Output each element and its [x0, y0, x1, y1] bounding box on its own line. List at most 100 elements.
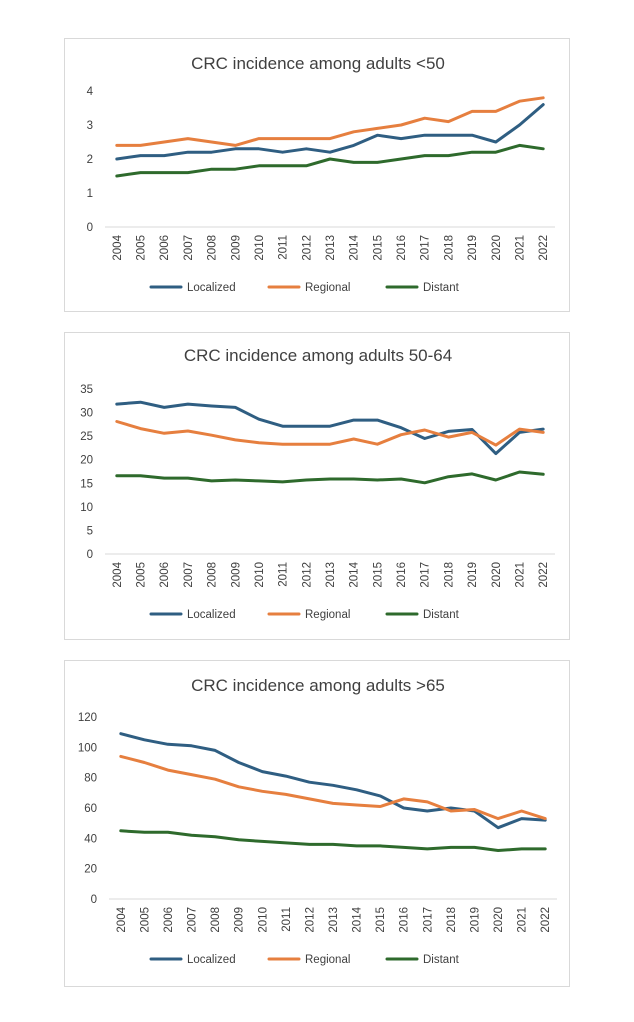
x-tick-label: 2008 [207, 562, 219, 588]
x-tick-label: 2016 [396, 562, 408, 588]
y-tick-label: 25 [80, 431, 93, 443]
y-tick-label: 80 [84, 773, 97, 785]
y-tick-label: 0 [87, 549, 93, 561]
x-tick-label: 2014 [349, 234, 361, 260]
x-tick-label: 2022 [540, 907, 552, 933]
x-tick-label: 2018 [443, 562, 455, 588]
x-tick-label: 2008 [207, 235, 219, 261]
series-line-regional [115, 420, 545, 447]
x-tick-label: 2015 [375, 907, 387, 933]
series-line-regional [119, 754, 547, 821]
x-tick-label: 2013 [325, 235, 337, 261]
legend-label-distant: Distant [423, 954, 460, 966]
x-tick-label: 2020 [491, 562, 503, 588]
chart-panel-under-50: CRC incidence among adults <50 0 1 2 3 4 2004 2… [64, 38, 570, 312]
chart-title: CRC incidence among adults <50 [191, 54, 445, 73]
chart-panel-50-64: CRC incidence among adults 50-64 0 5 10 15 20… [64, 332, 570, 640]
y-tick-label: 30 [80, 408, 93, 420]
chart-svg-over-65: CRC incidence among adults >65 0 20 40 60 80 1… [78, 676, 557, 966]
x-tick-label: 2007 [183, 562, 195, 588]
chart-title: CRC incidence among adults 50-64 [184, 346, 452, 365]
x-tick-label: 2021 [514, 235, 526, 261]
chart-panel-over-65: CRC incidence among adults >65 0 20 40 60 80 1… [64, 660, 570, 987]
x-tick-label: 2012 [301, 235, 313, 261]
x-tick-label: 2014 [352, 906, 364, 932]
x-tick-label: 2007 [187, 907, 199, 933]
y-tick-label: 1 [87, 188, 93, 200]
series-line-regional [115, 96, 545, 147]
legend-label-regional: Regional [305, 954, 350, 966]
x-tick-label: 2006 [159, 235, 171, 261]
y-tick-label: 0 [91, 894, 97, 906]
series-line-distant [115, 143, 545, 178]
legend-label-localized: Localized [187, 609, 236, 621]
y-tick-label: 60 [84, 803, 97, 815]
y-tick-label: 35 [80, 384, 93, 396]
legend-label-regional: Regional [305, 609, 350, 621]
legend-label-distant: Distant [423, 609, 460, 621]
y-tick-label: 20 [84, 864, 97, 876]
x-tick-label: 2017 [420, 235, 432, 261]
x-tick-label: 2016 [396, 235, 408, 261]
x-tick-label: 2011 [281, 907, 293, 932]
y-tick-label: 4 [87, 86, 94, 98]
series-line-localized [115, 103, 545, 161]
y-tick-label: 40 [84, 833, 97, 845]
x-tick-label: 2020 [491, 235, 503, 261]
x-tick-label: 2004 [112, 234, 124, 260]
x-tick-label: 2021 [514, 562, 526, 588]
x-tick-label: 2010 [254, 562, 266, 588]
x-tick-label: 2019 [467, 562, 479, 588]
x-tick-label: 2010 [254, 235, 266, 261]
y-tick-label: 120 [78, 712, 97, 724]
x-tick-label: 2015 [372, 235, 384, 261]
x-tick-label: 2017 [420, 562, 432, 588]
x-tick-label: 2019 [467, 235, 479, 261]
legend-label-localized: Localized [187, 282, 236, 294]
y-tick-label: 10 [80, 502, 93, 514]
x-tick-label: 2022 [538, 235, 550, 261]
y-tick-label: 20 [80, 455, 93, 467]
y-tick-label: 0 [87, 222, 93, 234]
x-tick-label: 2012 [304, 907, 316, 933]
x-tick-label: 2009 [230, 235, 242, 261]
x-tick-label: 2010 [257, 907, 269, 933]
x-tick-label: 2006 [159, 562, 171, 588]
x-tick-label: 2009 [234, 907, 246, 933]
x-tick-label: 2009 [230, 562, 242, 588]
chart-title: CRC incidence among adults >65 [191, 676, 445, 695]
x-tick-label: 2013 [325, 562, 337, 588]
x-tick-label: 2005 [139, 907, 151, 933]
x-tick-label: 2019 [469, 907, 481, 933]
x-tick-label: 2012 [301, 562, 313, 588]
x-tick-label: 2018 [443, 235, 455, 261]
x-tick-label: 2011 [278, 562, 290, 587]
x-tick-label: 2005 [136, 235, 148, 261]
y-tick-label: 3 [87, 120, 93, 132]
x-tick-label: 2021 [517, 907, 529, 933]
series-line-localized [115, 400, 545, 456]
y-tick-label: 100 [78, 742, 97, 754]
x-tick-label: 2022 [538, 562, 550, 588]
x-tick-label: 2017 [422, 907, 434, 933]
x-tick-label: 2007 [183, 235, 195, 261]
series-line-distant [115, 470, 545, 485]
x-tick-label: 2020 [493, 907, 505, 933]
x-tick-label: 2013 [328, 907, 340, 933]
chart-svg-under-50: CRC incidence among adults <50 0 1 2 3 4 2004 2… [87, 54, 555, 294]
x-tick-label: 2016 [399, 907, 411, 933]
x-tick-label: 2011 [278, 235, 290, 260]
x-tick-label: 2015 [372, 562, 384, 588]
x-tick-label: 2004 [112, 561, 124, 587]
x-tick-label: 2014 [349, 561, 361, 587]
y-tick-label: 5 [87, 525, 93, 537]
y-tick-label: 15 [80, 478, 93, 490]
chart-svg-50-64: CRC incidence among adults 50-64 0 5 10 15 20… [80, 346, 555, 621]
legend-label-distant: Distant [423, 282, 460, 294]
legend-label-localized: Localized [187, 954, 236, 966]
x-tick-label: 2006 [163, 907, 175, 933]
x-tick-label: 2004 [116, 906, 128, 932]
legend-label-regional: Regional [305, 282, 350, 294]
x-tick-label: 2018 [446, 907, 458, 933]
x-tick-label: 2008 [210, 907, 222, 933]
